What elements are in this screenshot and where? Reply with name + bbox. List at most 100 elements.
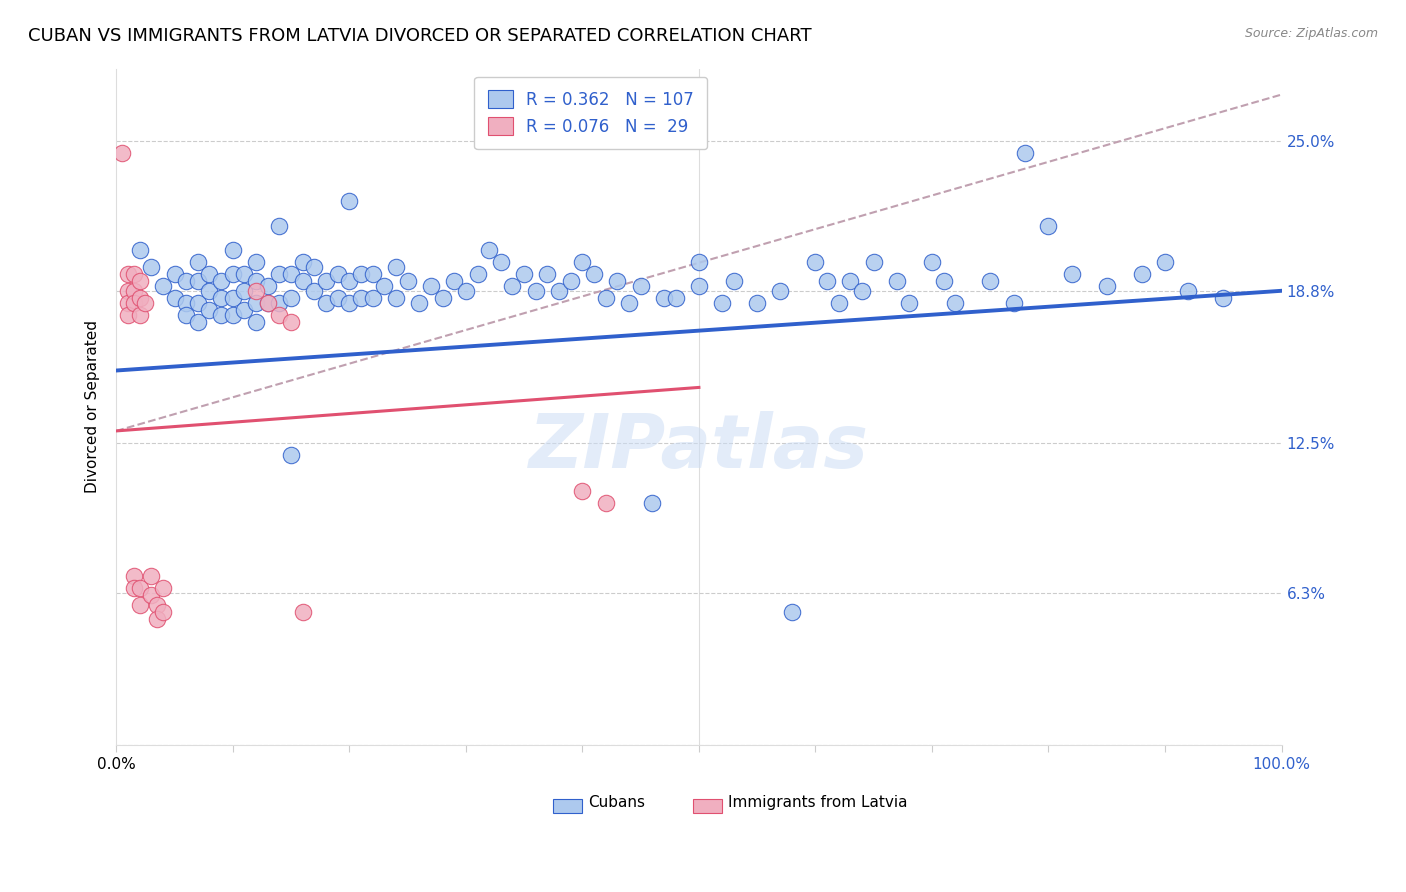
- Point: [315, 296, 337, 310]
- Point: [222, 243, 245, 257]
- Point: [839, 274, 862, 288]
- Point: [141, 260, 163, 274]
- Point: [117, 296, 139, 310]
- Point: [1038, 219, 1060, 233]
- Point: [198, 267, 221, 281]
- Point: [769, 284, 792, 298]
- Point: [269, 219, 291, 233]
- Point: [862, 254, 884, 268]
- FancyBboxPatch shape: [553, 799, 582, 813]
- Point: [222, 308, 245, 322]
- Point: [886, 274, 908, 288]
- Point: [688, 279, 710, 293]
- Point: [291, 605, 314, 619]
- Point: [269, 296, 291, 310]
- Point: [315, 274, 337, 288]
- Point: [187, 315, 209, 329]
- Point: [513, 267, 536, 281]
- Point: [385, 260, 408, 274]
- Point: [291, 274, 314, 288]
- Point: [187, 254, 209, 268]
- Point: [932, 274, 955, 288]
- Point: [198, 303, 221, 318]
- Point: [122, 267, 145, 281]
- Point: [128, 274, 150, 288]
- Point: [291, 254, 314, 268]
- Point: [373, 279, 395, 293]
- Point: [665, 291, 688, 305]
- Point: [304, 260, 326, 274]
- Point: [209, 308, 232, 322]
- Point: [280, 267, 302, 281]
- Point: [280, 315, 302, 329]
- Text: ZIPatlas: ZIPatlas: [529, 411, 869, 483]
- Point: [245, 254, 267, 268]
- Point: [280, 448, 302, 462]
- Point: [174, 274, 197, 288]
- Point: [606, 274, 628, 288]
- Point: [256, 279, 278, 293]
- Point: [163, 291, 186, 305]
- Point: [501, 279, 523, 293]
- Point: [337, 194, 360, 209]
- Point: [548, 284, 571, 298]
- Point: [187, 274, 209, 288]
- Point: [361, 267, 384, 281]
- Point: [209, 274, 232, 288]
- Point: [897, 296, 920, 310]
- Point: [117, 308, 139, 322]
- FancyBboxPatch shape: [693, 799, 723, 813]
- Point: [117, 284, 139, 298]
- Point: [141, 588, 163, 602]
- Point: [233, 284, 256, 298]
- Point: [146, 598, 169, 612]
- Point: [222, 291, 245, 305]
- Point: [1154, 254, 1177, 268]
- Point: [851, 284, 873, 298]
- Point: [711, 296, 734, 310]
- Point: [198, 284, 221, 298]
- Point: [122, 296, 145, 310]
- Point: [582, 267, 605, 281]
- Point: [1212, 291, 1234, 305]
- Legend: R = 0.362   N = 107, R = 0.076   N =  29: R = 0.362 N = 107, R = 0.076 N = 29: [474, 77, 707, 149]
- Point: [152, 279, 174, 293]
- Text: Cubans: Cubans: [588, 795, 645, 810]
- Point: [326, 291, 349, 305]
- Point: [174, 296, 197, 310]
- Point: [536, 267, 558, 281]
- Point: [641, 496, 664, 510]
- Point: [146, 612, 169, 626]
- Point: [280, 291, 302, 305]
- Point: [117, 267, 139, 281]
- Point: [222, 267, 245, 281]
- Point: [688, 254, 710, 268]
- Point: [467, 267, 489, 281]
- Point: [1060, 267, 1083, 281]
- Point: [111, 146, 134, 161]
- Point: [174, 308, 197, 322]
- Point: [122, 581, 145, 595]
- Point: [128, 291, 150, 305]
- Point: [245, 296, 267, 310]
- Y-axis label: Divorced or Separated: Divorced or Separated: [86, 320, 100, 493]
- Point: [396, 274, 419, 288]
- Point: [560, 274, 582, 288]
- Point: [304, 284, 326, 298]
- Point: [652, 291, 675, 305]
- Point: [122, 569, 145, 583]
- Point: [269, 267, 291, 281]
- Point: [134, 296, 156, 310]
- Text: CUBAN VS IMMIGRANTS FROM LATVIA DIVORCED OR SEPARATED CORRELATION CHART: CUBAN VS IMMIGRANTS FROM LATVIA DIVORCED…: [28, 27, 811, 45]
- Point: [524, 284, 547, 298]
- Point: [326, 267, 349, 281]
- Point: [128, 243, 150, 257]
- Point: [187, 296, 209, 310]
- Text: Source: ZipAtlas.com: Source: ZipAtlas.com: [1244, 27, 1378, 40]
- Point: [571, 484, 593, 499]
- Point: [128, 581, 150, 595]
- Point: [233, 267, 256, 281]
- Point: [141, 569, 163, 583]
- Point: [128, 598, 150, 612]
- Point: [408, 296, 430, 310]
